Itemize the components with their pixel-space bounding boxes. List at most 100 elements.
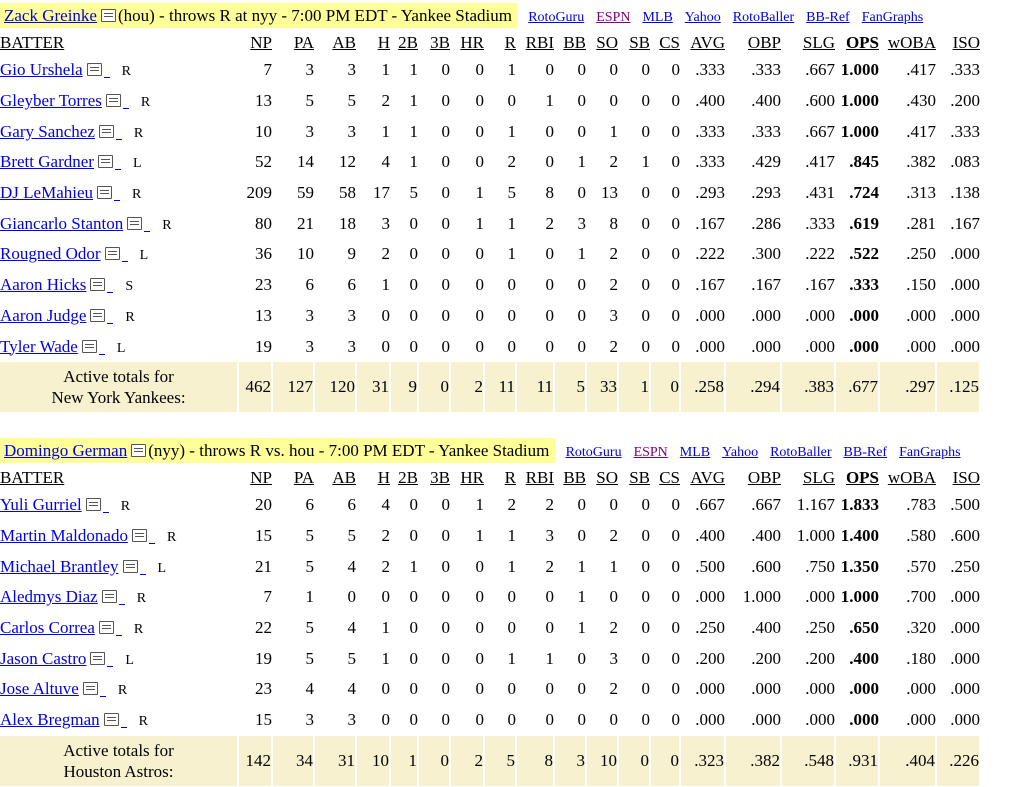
- column-header-2b[interactable]: 2B: [398, 32, 418, 52]
- batter-link[interactable]: Rougned Odor: [0, 244, 101, 264]
- column-header-r[interactable]: R: [504, 32, 516, 52]
- note-icon[interactable]: [105, 94, 121, 108]
- column-header-2b[interactable]: 2B: [398, 467, 418, 487]
- column-header-slg[interactable]: SLG: [802, 32, 835, 52]
- link-yahoo[interactable]: Yahoo: [722, 445, 759, 460]
- note-icon[interactable]: [122, 559, 138, 573]
- note-icon[interactable]: [104, 247, 120, 261]
- note-icon[interactable]: [90, 651, 106, 665]
- column-header-hr[interactable]: HR: [460, 467, 484, 487]
- link-bb-ref[interactable]: BB-Ref: [806, 10, 850, 25]
- column-header-batter[interactable]: BATTER: [0, 467, 65, 487]
- batter-link[interactable]: Tyler Wade: [0, 336, 78, 356]
- batter-link[interactable]: Alex Bregman: [0, 710, 100, 730]
- column-header-so[interactable]: SO: [596, 32, 618, 52]
- column-header-r[interactable]: R: [504, 467, 516, 487]
- column-header-pa[interactable]: PA: [293, 467, 314, 487]
- column-header-bb[interactable]: BB: [563, 32, 586, 52]
- note-icon[interactable]: [85, 498, 101, 512]
- column-header-rbi[interactable]: RBI: [525, 467, 554, 487]
- column-header-3b[interactable]: 3B: [430, 467, 450, 487]
- batter-link[interactable]: Aaron Judge: [0, 305, 87, 325]
- stat-woba: .000: [906, 710, 936, 730]
- column-header-np[interactable]: NP: [250, 32, 272, 52]
- column-header-hr[interactable]: HR: [460, 32, 484, 52]
- batter-link[interactable]: Gary Sanchez: [0, 121, 95, 141]
- note-icon[interactable]: [82, 682, 98, 696]
- note-icon[interactable]: [86, 63, 102, 77]
- stat-h: 2: [381, 556, 391, 576]
- batter-link[interactable]: Michael Brantley: [0, 556, 119, 576]
- column-header-ab[interactable]: AB: [332, 32, 356, 52]
- column-header-np[interactable]: NP: [250, 467, 272, 487]
- column-header-obp[interactable]: OBP: [747, 32, 781, 52]
- batter-link[interactable]: Martin Maldonado: [0, 526, 128, 546]
- column-header-sb[interactable]: SB: [629, 32, 650, 52]
- link-bb-ref[interactable]: BB-Ref: [843, 445, 888, 460]
- link-espn[interactable]: ESPN: [596, 10, 631, 25]
- batter-link[interactable]: Giancarlo Stanton: [0, 213, 124, 233]
- column-header-iso[interactable]: ISO: [952, 32, 980, 52]
- column-header-iso[interactable]: ISO: [952, 467, 980, 487]
- column-header-obp[interactable]: OBP: [747, 467, 781, 487]
- link-rotoguru[interactable]: RotoGuru: [528, 10, 585, 25]
- note-icon[interactable]: [97, 186, 113, 200]
- column-header-pa[interactable]: PA: [293, 32, 314, 52]
- note-icon[interactable]: [103, 713, 119, 727]
- note-icon[interactable]: [100, 9, 116, 22]
- note-icon[interactable]: [98, 621, 114, 635]
- link-mlb[interactable]: MLB: [642, 10, 673, 25]
- column-header-3b[interactable]: 3B: [430, 32, 450, 52]
- column-header-rbi[interactable]: RBI: [525, 32, 554, 52]
- column-header-h[interactable]: H: [377, 32, 390, 52]
- batter-link[interactable]: Aaron Hicks: [0, 275, 87, 295]
- link-mlb[interactable]: MLB: [679, 445, 711, 460]
- link-rotoballer[interactable]: RotoBaller: [770, 445, 832, 460]
- note-icon[interactable]: [90, 278, 106, 292]
- column-header-so[interactable]: SO: [596, 467, 618, 487]
- stat-pa: 6: [305, 495, 315, 515]
- pitcher-link[interactable]: Zack Greinke: [4, 6, 97, 25]
- stat-sb: 0: [641, 305, 651, 325]
- note-icon[interactable]: [131, 529, 147, 543]
- link-rotoguru[interactable]: RotoGuru: [565, 445, 622, 460]
- note-icon[interactable]: [90, 308, 106, 322]
- column-header-ops[interactable]: OPS: [845, 467, 879, 487]
- stat-avg: .000: [695, 587, 725, 607]
- column-header-h[interactable]: H: [377, 467, 390, 487]
- note-icon[interactable]: [101, 590, 117, 604]
- column-header-sb[interactable]: SB: [629, 467, 650, 487]
- link-fangraphs[interactable]: FanGraphs: [861, 10, 924, 25]
- batter-link[interactable]: Gio Urshela: [0, 60, 83, 80]
- note-icon[interactable]: [131, 444, 147, 457]
- column-header-woba[interactable]: wOBA: [887, 32, 936, 52]
- link-fangraphs[interactable]: FanGraphs: [899, 445, 961, 460]
- link-rotoballer[interactable]: RotoBaller: [732, 10, 795, 25]
- batter-link[interactable]: Carlos Correa: [0, 618, 95, 638]
- note-icon[interactable]: [127, 216, 143, 230]
- pitcher-link[interactable]: Domingo German: [4, 441, 128, 460]
- note-icon[interactable]: [98, 124, 114, 138]
- column-header-avg[interactable]: AVG: [690, 32, 725, 52]
- batter-link[interactable]: Yuli Gurriel: [0, 495, 82, 515]
- batter-link[interactable]: Brett Gardner: [0, 152, 94, 172]
- column-header-avg[interactable]: AVG: [690, 467, 725, 487]
- column-header-bb[interactable]: BB: [563, 467, 586, 487]
- link-espn[interactable]: ESPN: [633, 445, 668, 460]
- column-header-slg[interactable]: SLG: [802, 467, 835, 487]
- column-header-ops[interactable]: OPS: [845, 32, 879, 52]
- column-header-woba[interactable]: wOBA: [887, 467, 936, 487]
- link-yahoo[interactable]: Yahoo: [684, 10, 721, 25]
- column-header-cs[interactable]: CS: [659, 467, 680, 487]
- stat-r: 0: [507, 679, 517, 699]
- note-icon[interactable]: [81, 339, 97, 353]
- batter-link[interactable]: Jason Castro: [0, 648, 87, 668]
- batter-link[interactable]: Gleyber Torres: [0, 91, 102, 111]
- batter-link[interactable]: Aledmys Diaz: [0, 587, 98, 607]
- column-header-cs[interactable]: CS: [659, 32, 680, 52]
- batter-link[interactable]: Jose Altuve: [0, 679, 79, 699]
- column-header-ab[interactable]: AB: [332, 467, 356, 487]
- column-header-batter[interactable]: BATTER: [0, 32, 65, 52]
- batter-link[interactable]: DJ LeMahieu: [0, 183, 94, 203]
- note-icon[interactable]: [97, 155, 113, 169]
